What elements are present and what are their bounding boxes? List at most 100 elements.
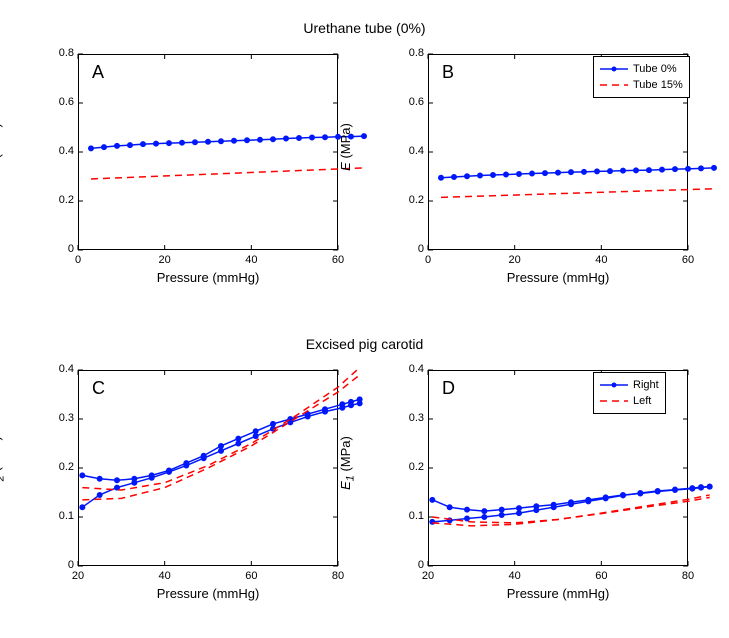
series-marker (115, 478, 120, 483)
series-marker (534, 508, 539, 513)
series-marker (167, 141, 172, 146)
legend: Tube 0%Tube 15% (593, 56, 690, 98)
series-marker (482, 509, 487, 514)
xtick-label: 60 (239, 570, 263, 582)
series-marker (465, 516, 470, 521)
ylabel: E (MPa) (0, 107, 3, 187)
series-marker (482, 515, 487, 520)
series-marker (340, 405, 345, 410)
ytick-label: 0.3 (46, 412, 74, 424)
series-marker (647, 168, 652, 173)
xlabel: Pressure (mmHg) (148, 270, 268, 285)
ytick-label: 0.4 (46, 363, 74, 375)
xtick-label: 40 (589, 254, 613, 266)
series-line (82, 399, 359, 480)
series-marker (305, 414, 310, 419)
ytick-label: 0.4 (396, 145, 424, 157)
series-marker (690, 486, 695, 491)
ytick-label: 0.2 (396, 461, 424, 473)
series-marker (621, 168, 626, 173)
series-marker (245, 138, 250, 143)
legend-item: Tube 0% (600, 61, 683, 77)
series-line (82, 368, 359, 491)
series-marker (253, 434, 258, 439)
ylabel: E2 (MPa) (0, 423, 7, 503)
series-line (82, 375, 359, 500)
series-marker (621, 493, 626, 498)
series-marker (478, 173, 483, 178)
series-marker (595, 169, 600, 174)
ytick-label: 0.8 (396, 47, 424, 59)
xtick-label: 40 (239, 254, 263, 266)
series-marker (184, 463, 189, 468)
xlabel: Pressure (mmHg) (148, 586, 268, 601)
series-marker (530, 171, 535, 176)
series-marker (452, 174, 457, 179)
ytick-label: 0.1 (46, 510, 74, 522)
series-marker (491, 173, 496, 178)
xtick-label: 80 (326, 570, 350, 582)
series-marker (634, 168, 639, 173)
series-marker (439, 175, 444, 180)
series-marker (219, 139, 224, 144)
series-marker (323, 409, 328, 414)
series-marker (206, 139, 211, 144)
series-marker (201, 456, 206, 461)
series-marker (465, 507, 470, 512)
ylabel: E (MPa) (338, 107, 353, 187)
series-marker (323, 135, 328, 140)
series-marker (80, 505, 85, 510)
legend-item: Tube 15% (600, 77, 683, 93)
series-marker (551, 505, 556, 510)
series-marker (686, 166, 691, 171)
series-line (82, 403, 359, 507)
series-marker (232, 138, 237, 143)
xtick-label: 60 (589, 570, 613, 582)
series-marker (115, 143, 120, 148)
series-marker (193, 140, 198, 145)
series-marker (569, 502, 574, 507)
ytick-label: 0.8 (46, 47, 74, 59)
series-marker (673, 167, 678, 172)
series-marker (128, 143, 133, 148)
series-marker (556, 170, 561, 175)
ytick-label: 0.1 (396, 510, 424, 522)
legend-item: Left (600, 393, 659, 409)
series-marker (699, 166, 704, 171)
series-marker (149, 475, 154, 480)
series-marker (310, 135, 315, 140)
xtick-label: 0 (416, 254, 440, 266)
series-marker (97, 476, 102, 481)
series-marker (236, 441, 241, 446)
series-marker (447, 505, 452, 510)
series-marker (499, 507, 504, 512)
legend-label: Right (633, 379, 659, 391)
series-marker (660, 167, 665, 172)
series-marker (699, 485, 704, 490)
series-marker (357, 401, 362, 406)
series-marker (655, 489, 660, 494)
ytick-label: 0.6 (46, 96, 74, 108)
series-marker (504, 172, 509, 177)
ylabel: E1 (MPa) (338, 423, 357, 503)
xtick-label: 60 (676, 254, 700, 266)
ytick-label: 0.4 (396, 363, 424, 375)
series-marker (638, 490, 643, 495)
series-marker (582, 169, 587, 174)
ytick-label: 0.3 (396, 412, 424, 424)
legend: Right Left (593, 372, 666, 414)
xtick-label: 20 (503, 254, 527, 266)
xtick-label: 40 (153, 570, 177, 582)
legend-item: Right (600, 377, 659, 393)
series-marker (297, 136, 302, 141)
series-line (91, 168, 364, 179)
xlabel: Pressure (mmHg) (498, 586, 618, 601)
series-marker (219, 448, 224, 453)
xtick-label: 60 (326, 254, 350, 266)
xtick-label: 80 (676, 570, 700, 582)
series-marker (517, 172, 522, 177)
series-marker (180, 140, 185, 145)
series-marker (569, 170, 574, 175)
series-marker (586, 499, 591, 504)
series-marker (236, 436, 241, 441)
